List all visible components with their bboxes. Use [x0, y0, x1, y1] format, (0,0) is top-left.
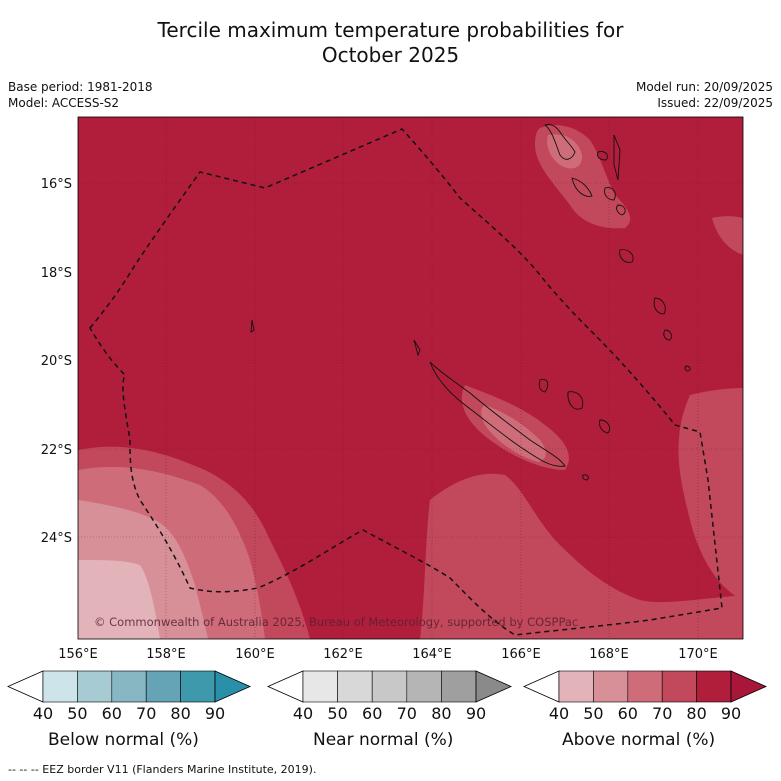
title-line-1: Tercile maximum temperature probabilitie… — [157, 18, 624, 42]
probability-field — [78, 117, 743, 639]
colorbar-segment — [302, 670, 338, 703]
above-50-region — [78, 560, 160, 639]
colorbar-label-near: Near normal (%) — [313, 730, 454, 750]
colorbar-label-below: Below normal (%) — [48, 730, 199, 750]
model-run: Model run: 20/09/2025 — [635, 80, 773, 94]
graticule — [78, 117, 743, 639]
colorbar-above-normal — [523, 670, 767, 703]
lifou-island — [567, 391, 584, 410]
aneityum-island — [663, 329, 673, 341]
erromango-island — [619, 249, 634, 263]
coastlines — [250, 123, 691, 481]
colorbar-tick-label: 90 — [465, 704, 487, 723]
colorbar-tick-label: 70 — [652, 704, 673, 723]
colorbar-segment — [558, 670, 594, 703]
colorbar-tick-label: 80 — [431, 704, 452, 723]
colorbar-extend-low — [523, 670, 560, 703]
lat-label: 16°S — [41, 177, 72, 192]
small-islet — [684, 365, 691, 372]
colorbar-tick-label: 40 — [32, 704, 54, 723]
above-70-region — [481, 405, 546, 462]
chesterfield-islet — [250, 319, 255, 333]
colorbar-tick-label: 80 — [170, 704, 191, 723]
colorbar-extend-low — [7, 670, 44, 703]
colorbar-tick-label: 70 — [396, 704, 417, 723]
espiritu-santo-island — [544, 123, 576, 160]
above-80-region — [678, 388, 743, 600]
efate-island — [616, 204, 626, 216]
map-frame — [77, 116, 744, 640]
colorbar-tick-label: 60 — [617, 704, 638, 723]
latitude-labels: 16°S 18°S 20°S 22°S 24°S — [41, 177, 72, 546]
meta-right: Model run: 20/09/2025 Issued: 22/09/2025 — [636, 79, 773, 111]
tanna-island — [653, 297, 666, 315]
title-line-2: October 2025 — [321, 43, 460, 67]
colorbar-segment — [77, 670, 113, 703]
colorbar-tick-label: 50 — [583, 704, 604, 723]
lat-label: 20°S — [41, 354, 72, 369]
colorbar-extend-high — [730, 670, 767, 703]
lon-label: 156°E — [58, 647, 98, 662]
lon-label: 170°E — [678, 647, 718, 662]
colorbar-tick-label: 50 — [67, 704, 88, 723]
above-80-region — [420, 473, 743, 639]
lon-label: 158°E — [146, 647, 186, 662]
malekula-island — [571, 177, 593, 197]
eez-footnote: -- -- -- EEZ border V11 (Flanders Marine… — [8, 763, 317, 776]
model-name: Model: ACCESS-S2 — [8, 96, 120, 110]
colorbar-near-normal — [267, 670, 512, 703]
colorbar-segment — [406, 670, 442, 703]
base-period: Base period: 1981-2018 — [8, 80, 153, 94]
above-80-region — [712, 216, 743, 255]
epi-island — [604, 187, 616, 201]
lon-label: 168°E — [589, 647, 629, 662]
colorbar-label-above: Above normal (%) — [562, 730, 716, 750]
belep-island — [413, 339, 421, 357]
colorbar-tick-label: 90 — [204, 704, 226, 723]
copyright-text: © Commonwealth of Australia 2025, Bureau… — [94, 615, 578, 629]
new-caledonia-island — [429, 361, 566, 467]
colorbar-tick-label: 40 — [292, 704, 314, 723]
colorbar-segment — [696, 670, 732, 703]
colorbar-segment — [627, 670, 663, 703]
colorbar-extend-high — [214, 670, 251, 703]
lat-label: 22°S — [41, 443, 72, 458]
colorbar-tick-label: 60 — [101, 704, 122, 723]
colorbar-tick-label: 70 — [136, 704, 157, 723]
colorbar-segment — [111, 670, 147, 703]
colorbar-tick-label: 90 — [720, 704, 742, 723]
lon-label: 166°E — [501, 647, 541, 662]
colorbar-tick-label: 60 — [362, 704, 383, 723]
colorbar-tick-label: 40 — [548, 704, 570, 723]
colorbar-below-normal — [7, 670, 251, 703]
map-title: Tercile maximum temperature probabilitie… — [0, 18, 781, 68]
isle-of-pines — [582, 474, 589, 481]
colorbar-tick-label: 50 — [327, 704, 348, 723]
colorbar-segment — [371, 670, 408, 703]
lon-label: 164°E — [412, 647, 452, 662]
ouvea-island — [538, 378, 549, 393]
eez-border — [89, 128, 723, 636]
lat-label: 18°S — [41, 266, 72, 281]
colorbar-tick-label: 80 — [686, 704, 707, 723]
maewo-island — [597, 151, 608, 161]
lon-label: 162°E — [323, 647, 363, 662]
colorbar-segment — [180, 670, 216, 703]
issued-date: Issued: 22/09/2025 — [657, 96, 773, 110]
colorbar-segment — [337, 670, 373, 703]
colorbar-segment — [661, 670, 697, 703]
colorbar-extend-high — [475, 670, 512, 703]
lon-label: 160°E — [235, 647, 275, 662]
colorbar-segment — [593, 670, 629, 703]
colorbar-segment — [145, 670, 181, 703]
pentecost-island — [613, 134, 621, 181]
colorbar-segment — [441, 670, 477, 703]
colorbar-segment — [42, 670, 78, 703]
mare-island — [599, 419, 611, 434]
colorbar-extend-low — [267, 670, 304, 703]
meta-left: Base period: 1981-2018 Model: ACCESS-S2 — [8, 79, 153, 111]
longitude-labels: 156°E 158°E 160°E 162°E 164°E 166°E 168°… — [58, 647, 718, 662]
lat-label: 24°S — [41, 531, 72, 546]
